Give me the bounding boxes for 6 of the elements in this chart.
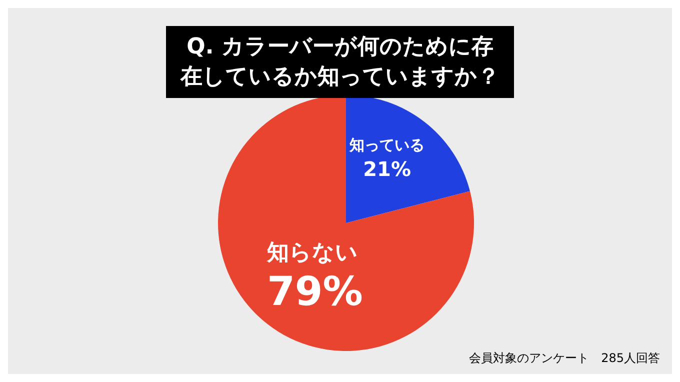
chart-title: Q. カラーバーが何のために存在しているか知っていますか？ (180, 34, 500, 90)
data-label: 79% (267, 268, 363, 315)
slice-label: 知っている (348, 136, 425, 154)
text: 会員対象のアンケート 285人回答 (469, 351, 660, 365)
slice-label: 知らない (266, 240, 358, 266)
data-label: 21% (363, 157, 411, 182)
